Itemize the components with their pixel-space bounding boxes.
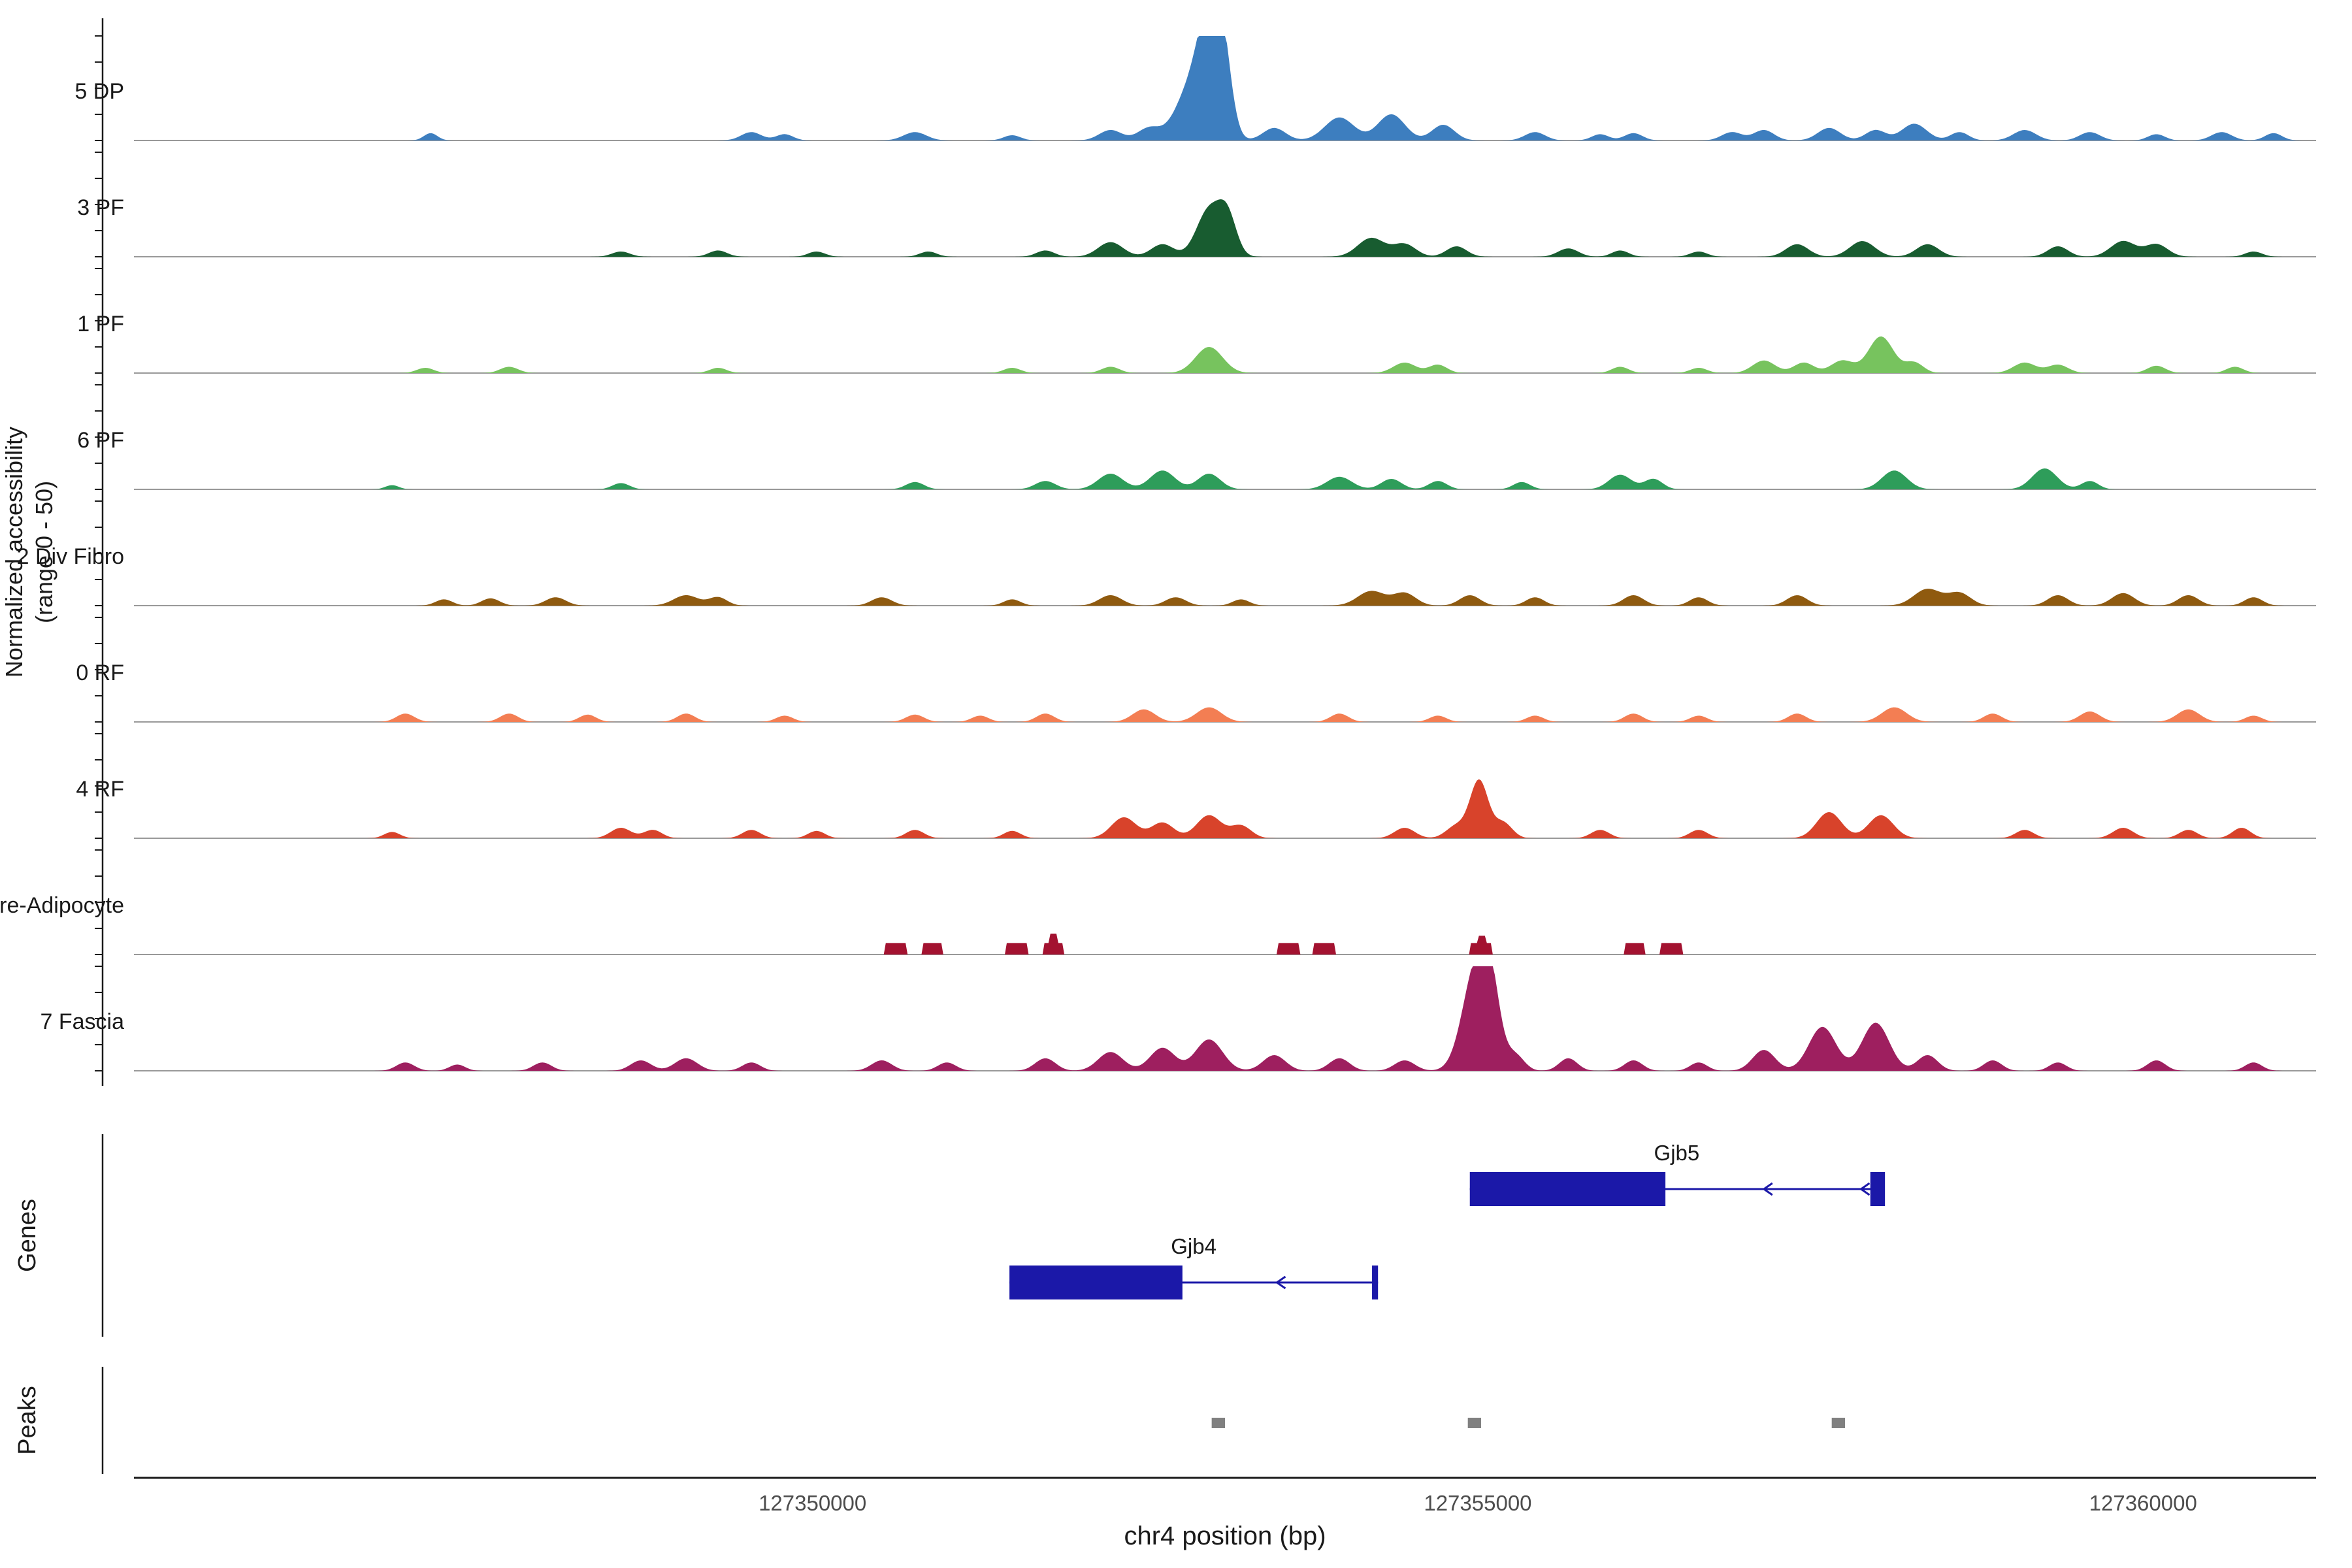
gene-label: Gjb4	[1171, 1234, 1217, 1258]
track-signal-area	[134, 707, 2316, 722]
track-label: 4 RF	[76, 777, 124, 802]
track-signal-area	[134, 934, 2316, 955]
track-label: 6 PF	[77, 428, 124, 453]
track-label: 3 PF	[77, 195, 124, 220]
x-axis-title: chr4 position (bp)	[1124, 1522, 1326, 1550]
peak-box	[1211, 1418, 1225, 1428]
track-label: 5 DP	[74, 79, 124, 104]
genes-layer: Gjb5 Gjb4	[1009, 1141, 1886, 1299]
peak-box	[1831, 1418, 1846, 1428]
track-label: 7 Fascia	[41, 1009, 125, 1034]
gene-exon-thick	[1009, 1266, 1183, 1299]
peaks-layer	[1211, 1418, 1846, 1428]
accessibility-tracks-layer: 5 DP 3 PF 1 PF 6 PF 2 Div Fibro 0 RF 4 RF 8 Pre…	[0, 36, 2316, 1071]
track-label: 1 PF	[77, 312, 124, 336]
x-tick-label: 127360000	[2089, 1491, 2197, 1515]
track-signal-area	[134, 199, 2316, 257]
track-signal-area	[134, 36, 2316, 140]
track-signal-area	[134, 966, 2316, 1071]
track-signal-area	[134, 468, 2316, 489]
y-axis-title-line2: (range 0 - 50)	[31, 481, 57, 623]
y-axis-title-line1: Normalized accessibility	[1, 427, 27, 678]
gene-label: Gjb5	[1654, 1141, 1700, 1165]
track-signal-area	[134, 336, 2316, 373]
gene-exon-small	[1870, 1172, 1886, 1206]
gene-strand-arrow-icon	[1275, 1275, 1286, 1290]
gene-exon-small	[1372, 1266, 1379, 1299]
genes-section-label: Genes	[14, 1199, 41, 1272]
gene-strand-arrow-icon	[1859, 1182, 1870, 1196]
x-tick-label: 127355000	[1424, 1491, 1531, 1515]
track-label: 2 Div Fibro	[17, 544, 124, 569]
peak-box	[1467, 1418, 1482, 1428]
track-signal-area	[134, 779, 2316, 838]
gene-strand-arrow-icon	[1762, 1182, 1773, 1196]
gene-exon-thick	[1469, 1172, 1666, 1206]
axes-layer: 127350000 127355000 127360000	[95, 18, 2316, 1515]
track-label: 8 Pre-Adipocyte	[0, 893, 124, 918]
x-tick-label: 127350000	[759, 1491, 866, 1515]
track-signal-area	[134, 589, 2316, 606]
track-label: 0 RF	[76, 661, 124, 685]
peaks-section-label: Peaks	[14, 1386, 41, 1455]
